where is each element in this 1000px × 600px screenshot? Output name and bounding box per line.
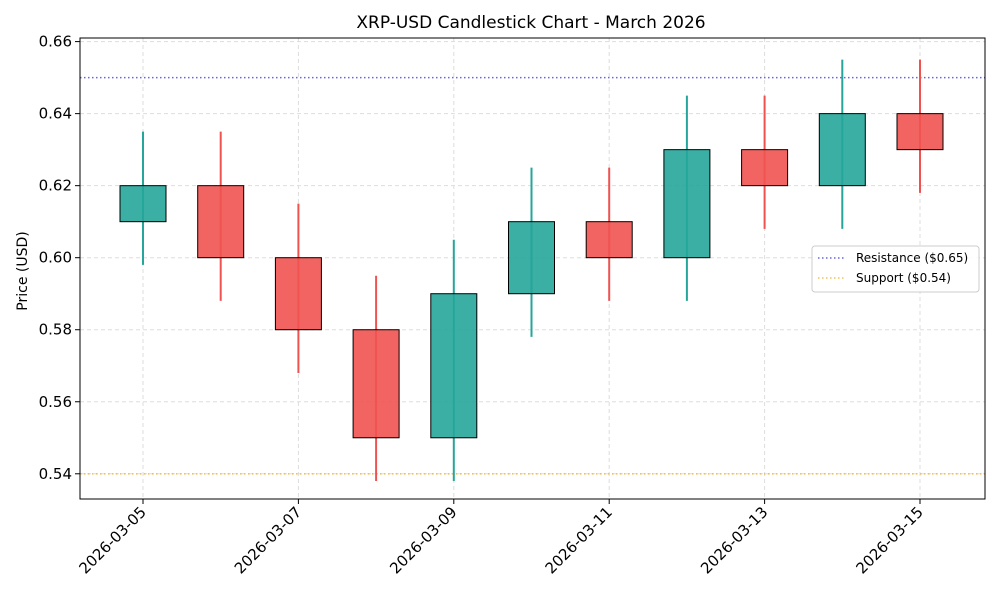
x-tick-label: 2026-03-11 [542,503,616,577]
x-axis: 2026-03-05 2026-03-07 2026-03-09 2026-03-11… [75,499,927,577]
plot-frame [79,37,986,500]
candle-body-down [352,329,400,439]
x-tick-label: 2026-03-15 [852,503,926,577]
y-tick-label: 0.64 [39,105,72,123]
x-tick-label: 2026-03-05 [75,503,149,577]
y-tick-label: 0.60 [39,249,72,267]
y-tick-label: 0.54 [39,465,72,483]
reference-lines [80,76,985,475]
candle-body-down [585,221,633,259]
legend: Resistance ($0.65) Support ($0.54) [811,245,980,293]
y-tick-label: 0.66 [39,33,72,51]
candle-body-up [119,185,167,223]
candle-body-up [508,221,555,295]
y-axis-label: Price (USD) [15,231,31,310]
y-tick-label: 0.62 [39,177,72,195]
y-tick-label: 0.58 [39,321,72,339]
legend-frame [811,245,980,293]
y-axis: 0.54 0.56 0.58 0.60 0.62 0.64 0.66 [39,33,80,483]
candle-body-down [197,185,245,259]
candle-body-up [430,293,478,439]
legend-support-label: Support ($0.54) [856,271,951,285]
candle-body-down [741,149,789,187]
legend-resistance-label: Resistance ($0.65) [856,251,968,265]
candle-body-up [663,149,711,259]
x-tick-label: 2026-03-09 [386,503,460,577]
x-tick-label: 2026-03-13 [697,503,771,577]
x-tick-label: 2026-03-07 [231,503,305,577]
y-tick-label: 0.56 [39,393,72,411]
candles [119,59,944,481]
chart-title: XRP-USD Candlestick Chart - March 2026 [356,13,705,33]
candle-body-up [818,113,866,187]
candle-body-down [896,113,944,151]
candle-body-down [274,257,322,331]
